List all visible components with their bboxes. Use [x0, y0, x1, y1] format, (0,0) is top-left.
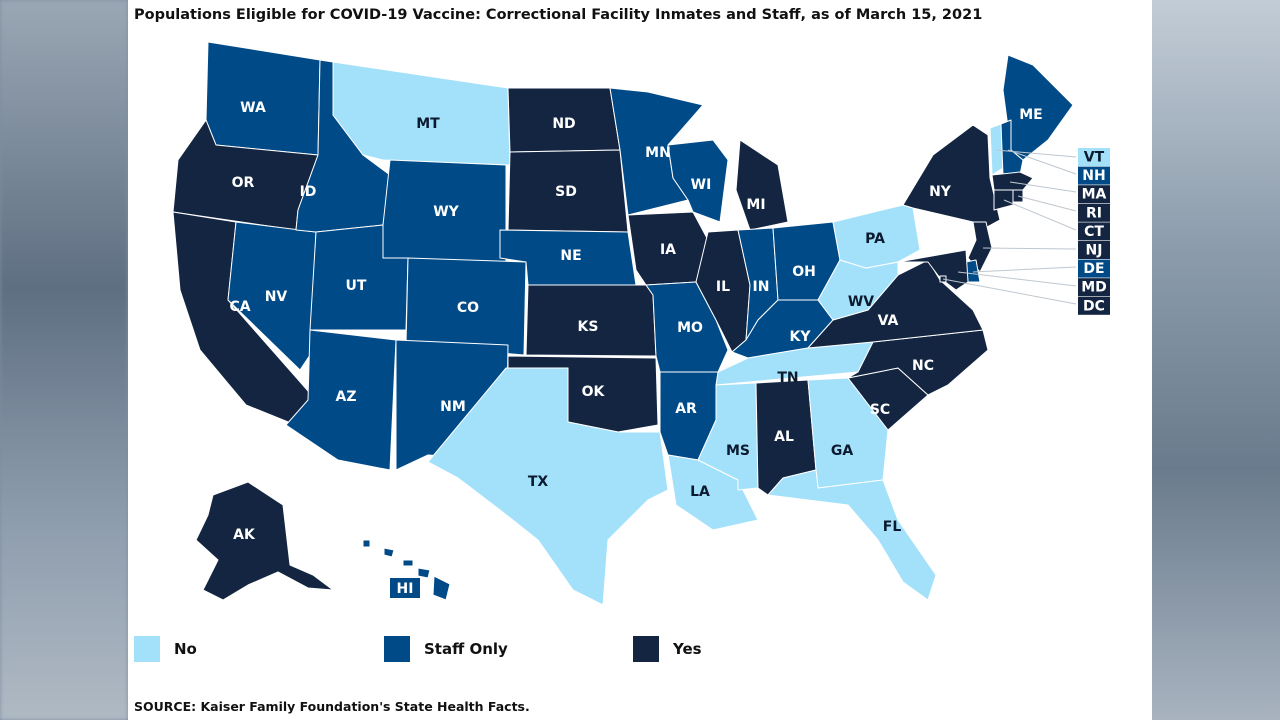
state-ak[interactable]	[195, 481, 334, 601]
label-mt: MT	[416, 116, 440, 132]
label-pa: PA	[865, 231, 885, 247]
label-md: MD	[1081, 280, 1107, 296]
us-map: VT NH MA RI CT NJ DE MD DC WA OR CA NV ID MT WY UT AZ CO N…	[172, 41, 1110, 606]
label-dc: DC	[1083, 298, 1105, 314]
label-ms: MS	[726, 443, 750, 459]
label-nv: NV	[265, 289, 288, 305]
label-va: VA	[878, 313, 899, 329]
state-tx[interactable]	[427, 367, 669, 606]
label-ct: CT	[1084, 224, 1104, 240]
northeast-label-boxes: VT NH MA RI CT NJ DE MD DC	[1078, 148, 1110, 315]
source-note: SOURCE: Kaiser Family Foundation's State…	[134, 699, 530, 714]
label-fl: FL	[883, 519, 902, 535]
label-nj: NJ	[1086, 243, 1103, 259]
state-mt[interactable]	[332, 61, 511, 166]
label-la: LA	[690, 484, 710, 500]
label-ky: KY	[790, 329, 812, 345]
label-wv: WV	[848, 294, 874, 310]
map-title: Populations Eligible for COVID-19 Vaccin…	[134, 7, 983, 23]
label-wy: WY	[433, 204, 459, 220]
label-ak: AK	[233, 527, 256, 543]
label-wa: WA	[240, 100, 266, 116]
state-ct[interactable]	[993, 189, 1014, 211]
label-hi: HI	[397, 581, 414, 597]
label-de: DE	[1083, 261, 1104, 277]
label-box-nh	[1078, 166, 1110, 185]
label-mi: MI	[746, 197, 765, 213]
legend-no: No	[134, 636, 197, 662]
state-ma[interactable]	[991, 171, 1034, 191]
label-me: ME	[1019, 107, 1043, 123]
label-wi: WI	[691, 177, 712, 193]
label-ks: KS	[578, 319, 599, 335]
label-ma: MA	[1082, 187, 1107, 203]
label-box-vt	[1078, 148, 1110, 166]
legend-swatch-no	[134, 636, 160, 662]
label-box-ct	[1078, 222, 1110, 241]
label-in: IN	[753, 279, 770, 295]
state-mi[interactable]	[735, 139, 789, 231]
legend-label-no: No	[174, 640, 197, 658]
label-ny: NY	[929, 184, 952, 200]
label-mn: MN	[645, 145, 671, 161]
label-sd: SD	[555, 184, 577, 200]
background-left	[0, 0, 128, 720]
label-co: CO	[457, 300, 479, 316]
northeast-leader-lines	[942, 149, 1077, 305]
label-nc: NC	[912, 358, 934, 374]
state-hi[interactable]	[362, 539, 451, 601]
label-or: OR	[232, 175, 255, 191]
label-ar: AR	[675, 401, 697, 417]
state-wi[interactable]	[667, 139, 729, 223]
label-tn: TN	[777, 370, 798, 386]
state-me[interactable]	[1002, 54, 1074, 161]
label-ut: UT	[346, 278, 367, 294]
map-card: Populations Eligible for COVID-19 Vaccin…	[128, 0, 1152, 720]
label-nh: NH	[1082, 168, 1105, 184]
background-right	[1152, 0, 1280, 720]
label-oh: OH	[792, 264, 816, 280]
label-al: AL	[774, 429, 794, 445]
label-box-ma	[1078, 185, 1110, 204]
label-mo: MO	[677, 320, 703, 336]
label-tx: TX	[528, 474, 549, 490]
label-box-nj	[1078, 241, 1110, 259]
label-az: AZ	[336, 389, 357, 405]
legend-label-yes: Yes	[673, 640, 702, 658]
label-ok: OK	[582, 384, 606, 400]
label-nd: ND	[552, 116, 575, 132]
state-co[interactable]	[405, 257, 527, 356]
legend-label-staff-only: Staff Only	[424, 640, 508, 658]
legend-swatch-yes	[633, 636, 659, 662]
label-id: ID	[300, 184, 317, 200]
label-ia: IA	[660, 242, 676, 258]
label-box-ri	[1078, 203, 1110, 222]
state-fl[interactable]	[767, 469, 937, 601]
label-box-hi	[390, 578, 420, 598]
legend-yes: Yes	[633, 636, 702, 662]
label-box-dc	[1078, 296, 1110, 315]
label-box-de	[1078, 259, 1110, 278]
label-ne: NE	[560, 248, 581, 264]
state-labels: WA OR CA NV ID MT WY UT AZ CO NM ND SD NE KS OK TX MN IA MO…	[229, 100, 1043, 598]
label-sc: SC	[870, 402, 890, 418]
label-ri: RI	[1086, 205, 1102, 221]
label-nm: NM	[440, 399, 466, 415]
legend-staff-only: Staff Only	[384, 636, 508, 662]
label-ca: CA	[229, 299, 250, 315]
label-ga: GA	[831, 443, 853, 459]
legend-swatch-staff-only	[384, 636, 410, 662]
state-ny[interactable]	[902, 124, 1001, 233]
state-wa[interactable]	[205, 41, 321, 156]
label-box-md	[1078, 278, 1110, 297]
label-il: IL	[716, 279, 730, 295]
label-vt: VT	[1084, 150, 1105, 166]
